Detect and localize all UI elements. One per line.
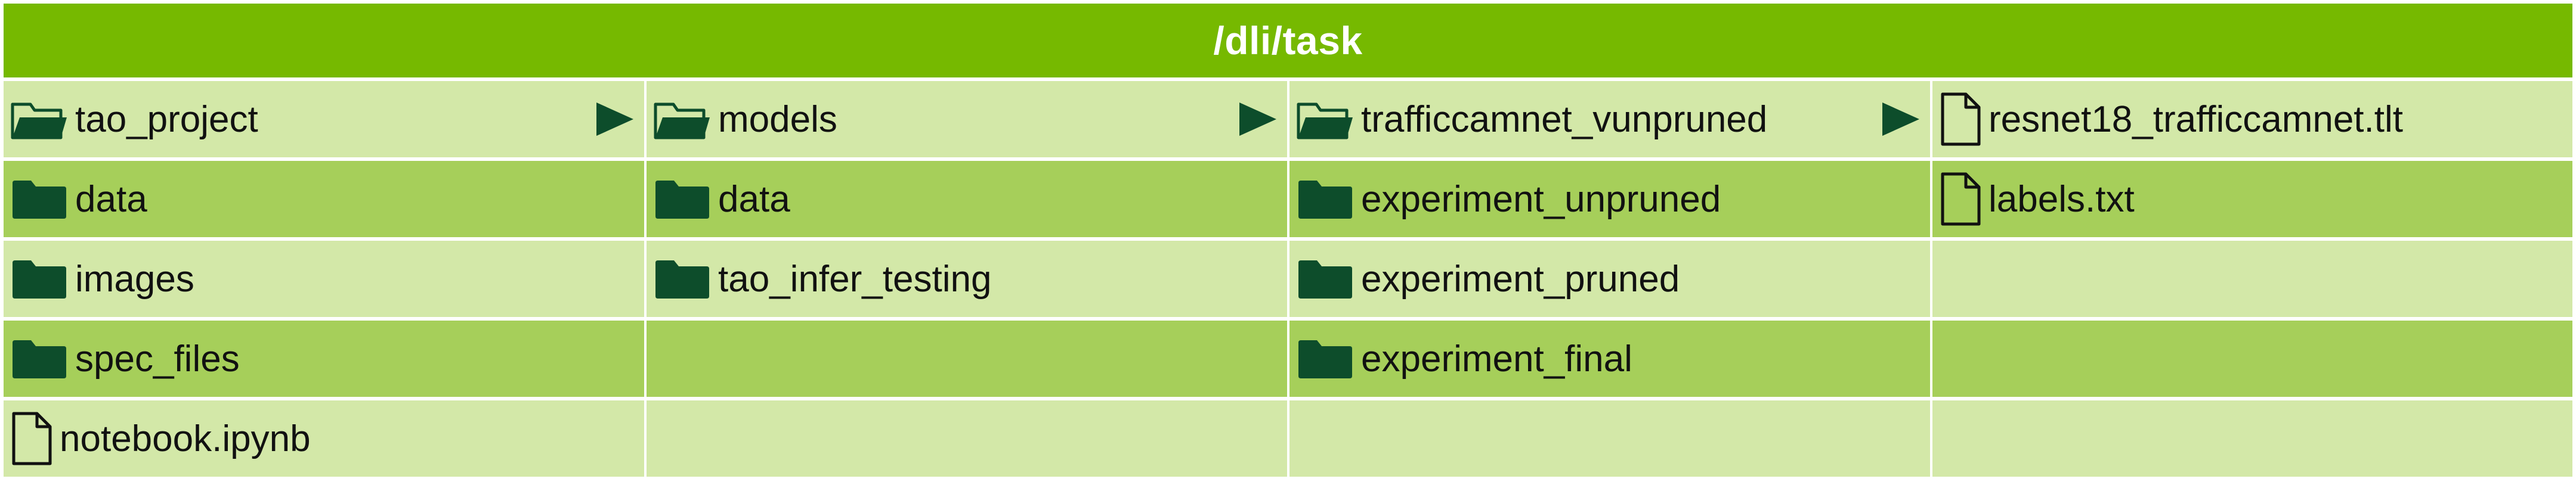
tree-cell-col3-row1[interactable]: trafficcamnet_vunpruned	[1289, 81, 1930, 157]
tree-cell-col4-row3-empty	[1932, 241, 2572, 317]
folder-icon	[11, 258, 68, 300]
tree-cell-col1-row4[interactable]: spec_files	[4, 321, 644, 397]
tree-cell-col2-row1[interactable]: models	[647, 81, 1287, 157]
tree-item-label: models	[718, 98, 837, 140]
tree-item-label: tao_infer_testing	[718, 258, 992, 300]
tree-cell-col1-row5[interactable]: notebook.ipynb	[4, 400, 644, 477]
tree-cell-col3-row2[interactable]: experiment_unpruned	[1289, 161, 1930, 237]
tree-item-label: images	[75, 258, 194, 300]
open-folder-icon	[654, 98, 711, 140]
folder-icon	[654, 178, 711, 220]
tree-item-label: data	[75, 178, 147, 220]
folder-icon	[11, 178, 68, 220]
tree-cell-col4-row5-empty	[1932, 400, 2572, 477]
tree-item-label: spec_files	[75, 338, 240, 380]
tree-cell-col1-row3[interactable]: images	[4, 241, 644, 317]
tree-item-label: tao_project	[75, 98, 258, 140]
tree-cell-col1-row1[interactable]: tao_project	[4, 81, 644, 157]
tree-item-label: trafficcamnet_vunpruned	[1361, 98, 1768, 140]
folder-icon	[11, 338, 68, 380]
tree-item-label: resnet18_trafficcamnet.tlt	[1989, 98, 2403, 140]
tree-cell-col2-row2[interactable]: data	[647, 161, 1287, 237]
tree-item-label: data	[718, 178, 790, 220]
tree-item-label: labels.txt	[1989, 178, 2135, 220]
tree-cell-col3-row4[interactable]: experiment_final	[1289, 321, 1930, 397]
page-title: /dli/task	[4, 4, 2572, 77]
folder-icon	[654, 258, 711, 300]
tree-cell-col4-row2[interactable]: labels.txt	[1932, 161, 2572, 237]
tree-cell-col4-row1[interactable]: resnet18_trafficcamnet.tlt	[1932, 81, 2572, 157]
file-icon	[1940, 172, 1981, 226]
tree-cell-col3-row5-empty	[1289, 400, 1930, 477]
directory-grid: tao_project models	[4, 81, 2572, 477]
open-folder-icon	[1297, 98, 1354, 140]
expand-arrow-icon	[1238, 101, 1278, 137]
tree-item-label: experiment_pruned	[1361, 258, 1680, 300]
tree-item-label: experiment_unpruned	[1361, 178, 1721, 220]
tree-item-label: experiment_final	[1361, 338, 1632, 380]
tree-cell-col3-row3[interactable]: experiment_pruned	[1289, 241, 1930, 317]
folder-icon	[1297, 338, 1354, 380]
file-icon	[1940, 92, 1981, 147]
open-folder-icon	[11, 98, 68, 140]
expand-arrow-icon	[595, 101, 635, 137]
folder-icon	[1297, 258, 1354, 300]
tree-cell-col2-row4-empty	[647, 321, 1287, 397]
folder-icon	[1297, 178, 1354, 220]
tree-cell-col1-row2[interactable]: data	[4, 161, 644, 237]
expand-arrow-icon	[1881, 101, 1921, 137]
tree-cell-col4-row4-empty	[1932, 321, 2572, 397]
tree-cell-col2-row3[interactable]: tao_infer_testing	[647, 241, 1287, 317]
tree-item-label: notebook.ipynb	[60, 418, 311, 459]
file-icon	[11, 411, 52, 466]
tree-cell-col2-row5-empty	[647, 400, 1287, 477]
